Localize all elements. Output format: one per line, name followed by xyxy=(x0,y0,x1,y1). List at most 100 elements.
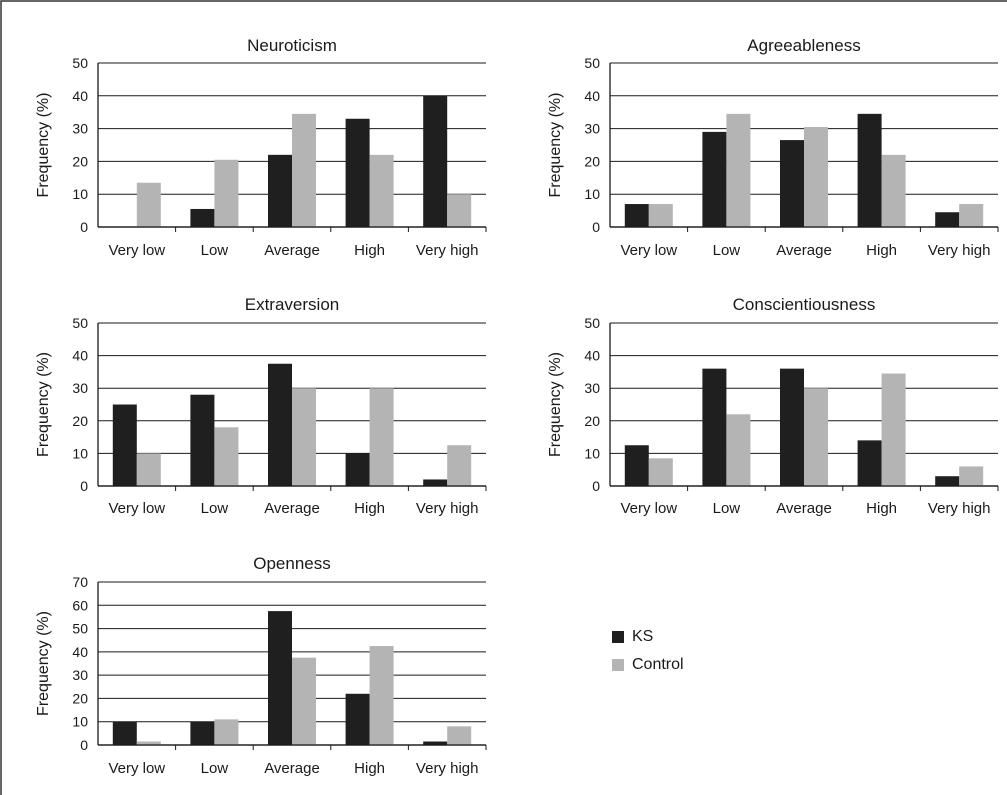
y-axis-label-conscientiousness: Frequency (%) xyxy=(547,352,564,457)
x-tick-label-neuroticism-low: Low xyxy=(201,242,229,259)
y-tick-label-agreeableness-20: 20 xyxy=(584,153,600,169)
bar-agreeableness-low-control xyxy=(726,113,751,227)
x-tick-label-neuroticism-high: High xyxy=(354,242,385,259)
x-tick-label-agreeableness-low: Low xyxy=(713,242,741,259)
x-tick-label-neuroticism-very-high: Very high xyxy=(416,242,479,259)
x-tick-label-conscientiousness-very-high: Very high xyxy=(928,500,991,517)
x-tick-label-openness-high: High xyxy=(354,760,385,777)
bar-agreeableness-very-high-ks xyxy=(935,212,960,227)
chart-agreeableness: Agreeableness Frequency (%) 0 10 20 30 40 50 Ver… xyxy=(547,36,999,259)
y-tick-label-openness-30: 30 xyxy=(72,667,88,683)
x-tick-label-agreeableness-high: High xyxy=(866,242,897,259)
bar-extraversion-very-high-ks xyxy=(423,479,448,486)
bar-extraversion-average-control xyxy=(292,388,316,486)
bar-neuroticism-very-low-control xyxy=(136,182,161,227)
y-tick-label-agreeableness-40: 40 xyxy=(584,88,600,104)
y-tick-label-extraversion-20: 20 xyxy=(72,413,88,429)
chart-openness: Openness Frequency (%) 0 10 20 30 40 50 60 70 Very… xyxy=(35,554,487,777)
x-tick-label-extraversion-high: High xyxy=(354,500,385,517)
x-tick-label-agreeableness-very-high: Very high xyxy=(928,242,991,259)
bar-extraversion-very-low-ks xyxy=(112,404,137,486)
bar-openness-high-ks xyxy=(345,693,370,745)
y-tick-label-neuroticism-40: 40 xyxy=(72,88,88,104)
y-tick-label-openness-50: 50 xyxy=(72,621,88,637)
bar-openness-very-low-ks xyxy=(112,721,137,745)
y-tick-label-extraversion-10: 10 xyxy=(72,445,88,461)
x-tick-label-conscientiousness-average: Average xyxy=(776,500,832,517)
x-tick-label-conscientiousness-high: High xyxy=(866,500,897,517)
x-tick-label-conscientiousness-very-low: Very low xyxy=(620,500,677,517)
legend-swatch-control xyxy=(612,659,624,671)
bar-neuroticism-average-ks xyxy=(268,154,292,227)
legend-swatch-ks xyxy=(612,631,624,643)
bar-conscientiousness-average-control xyxy=(804,388,828,486)
chart-conscientiousness: Conscientiousness Frequency (%) 0 10 20 30 40 5… xyxy=(547,295,999,517)
bar-conscientiousness-high-ks xyxy=(857,440,882,486)
y-tick-label-agreeableness-30: 30 xyxy=(584,121,600,137)
bar-openness-high-control xyxy=(369,646,394,745)
legend-label-ks: KS xyxy=(632,628,654,645)
x-tick-label-extraversion-very-low: Very low xyxy=(108,500,165,517)
y-tick-label-neuroticism-10: 10 xyxy=(72,186,88,202)
y-axis-label-extraversion: Frequency (%) xyxy=(35,352,52,457)
chart-neuroticism: Neuroticism Frequency (%) 0 10 20 30 40 50 Very … xyxy=(35,36,487,259)
y-tick-label-conscientiousness-40: 40 xyxy=(584,348,600,364)
x-tick-label-extraversion-very-high: Very high xyxy=(416,500,479,517)
bar-conscientiousness-very-low-control xyxy=(648,458,673,486)
bar-conscientiousness-very-high-ks xyxy=(935,476,960,486)
x-tick-label-openness-very-low: Very low xyxy=(108,760,165,777)
bar-extraversion-low-control xyxy=(214,427,239,486)
bar-agreeableness-high-control xyxy=(881,154,906,227)
bar-openness-very-high-ks xyxy=(423,741,448,745)
y-tick-label-neuroticism-30: 30 xyxy=(72,121,88,137)
bar-openness-average-ks xyxy=(268,611,292,745)
chart-title-conscientiousness: Conscientiousness xyxy=(733,295,876,314)
y-tick-label-extraversion-50: 50 xyxy=(72,315,88,331)
bar-extraversion-high-control xyxy=(369,388,394,486)
y-axis-label-openness: Frequency (%) xyxy=(35,611,52,716)
y-tick-label-openness-40: 40 xyxy=(72,644,88,660)
chart-extraversion: Extraversion Frequency (%) 0 10 20 30 40 50 Very… xyxy=(35,295,487,517)
x-tick-label-conscientiousness-low: Low xyxy=(713,500,741,517)
y-tick-label-extraversion-30: 30 xyxy=(72,380,88,396)
y-tick-label-conscientiousness-50: 50 xyxy=(584,315,600,331)
y-tick-label-agreeableness-0: 0 xyxy=(592,219,600,235)
x-tick-label-extraversion-low: Low xyxy=(201,500,229,517)
bar-openness-very-high-control xyxy=(447,726,472,745)
bar-conscientiousness-low-control xyxy=(726,414,751,486)
legend-label-control: Control xyxy=(632,656,684,673)
x-tick-label-openness-average: Average xyxy=(264,760,320,777)
y-tick-label-extraversion-0: 0 xyxy=(80,478,88,494)
bar-neuroticism-high-ks xyxy=(345,118,370,227)
bar-neuroticism-very-high-ks xyxy=(423,95,448,227)
bar-extraversion-low-ks xyxy=(190,394,215,486)
y-tick-label-conscientiousness-10: 10 xyxy=(584,445,600,461)
legend: KS Control xyxy=(612,625,684,681)
x-tick-label-openness-very-high: Very high xyxy=(416,760,479,777)
x-tick-label-agreeableness-average: Average xyxy=(776,242,832,259)
bar-neuroticism-average-control xyxy=(292,113,316,227)
bar-agreeableness-very-low-ks xyxy=(624,204,649,227)
bar-neuroticism-low-control xyxy=(214,159,239,227)
bar-conscientiousness-very-low-ks xyxy=(624,445,649,486)
bar-conscientiousness-very-high-control xyxy=(959,466,984,486)
y-tick-label-conscientiousness-20: 20 xyxy=(584,413,600,429)
y-tick-label-openness-0: 0 xyxy=(80,737,88,753)
bar-conscientiousness-low-ks xyxy=(702,368,727,486)
y-tick-label-agreeableness-50: 50 xyxy=(584,55,600,71)
legend-item-ks: KS xyxy=(612,625,684,649)
bar-openness-very-low-control xyxy=(136,741,161,745)
bar-agreeableness-very-high-control xyxy=(959,204,984,227)
bar-conscientiousness-high-control xyxy=(881,373,906,486)
y-tick-label-neuroticism-20: 20 xyxy=(72,153,88,169)
chart-title-neuroticism: Neuroticism xyxy=(247,36,337,55)
y-tick-label-conscientiousness-30: 30 xyxy=(584,380,600,396)
bar-extraversion-very-low-control xyxy=(136,453,161,486)
x-tick-label-neuroticism-average: Average xyxy=(264,242,320,259)
chart-title-agreeableness: Agreeableness xyxy=(747,36,860,55)
bar-extraversion-high-ks xyxy=(345,453,370,486)
y-tick-label-openness-70: 70 xyxy=(72,574,88,590)
x-tick-label-extraversion-average: Average xyxy=(264,500,320,517)
